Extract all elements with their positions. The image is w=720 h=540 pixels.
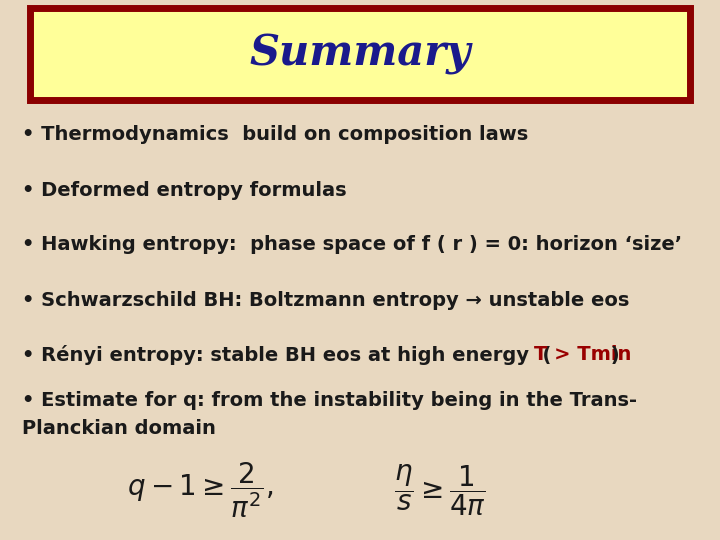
Text: • Schwarzschild BH: Boltzmann entropy → unstable eos: • Schwarzschild BH: Boltzmann entropy → … [22, 291, 629, 309]
Text: • Hawking entropy:  phase space of f ( r ) = 0: horizon ‘size’: • Hawking entropy: phase space of f ( r … [22, 235, 682, 254]
Text: $q-1\geq\dfrac{2}{\pi^2},$: $q-1\geq\dfrac{2}{\pi^2},$ [127, 460, 273, 520]
Text: $\dfrac{\eta}{s}\geq\dfrac{1}{4\pi}$: $\dfrac{\eta}{s}\geq\dfrac{1}{4\pi}$ [394, 462, 486, 518]
Text: ): ) [604, 346, 620, 365]
Text: • Thermodynamics  build on composition laws: • Thermodynamics build on composition la… [22, 125, 528, 145]
Text: T > Tmin: T > Tmin [534, 346, 631, 365]
Text: • Rényi entropy: stable BH eos at high energy  (: • Rényi entropy: stable BH eos at high e… [22, 345, 558, 365]
FancyBboxPatch shape [30, 8, 690, 100]
Text: Summary: Summary [249, 33, 471, 75]
Text: Planckian domain: Planckian domain [22, 418, 216, 437]
Text: • Deformed entropy formulas: • Deformed entropy formulas [22, 180, 346, 199]
Text: • Estimate for q: from the instability being in the Trans-: • Estimate for q: from the instability b… [22, 390, 637, 409]
